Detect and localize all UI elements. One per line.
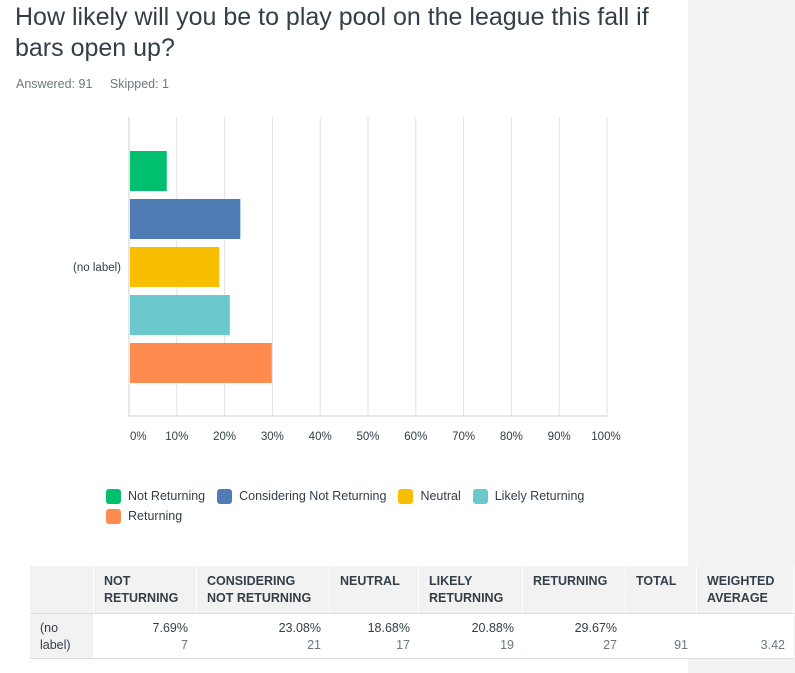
results-table: NOT RETURNING CONSIDERING NOT RETURNING NE… [30, 566, 794, 659]
table-header-row: NOT RETURNING CONSIDERING NOT RETURNING NE… [30, 566, 794, 613]
bar-neutral[interactable] [130, 247, 220, 287]
bar-not-returning[interactable] [130, 151, 167, 191]
x-tick-label: 30% [261, 431, 284, 443]
cell-returning: 29.67% 27 [523, 613, 626, 659]
header-blank [30, 566, 94, 613]
skipped-count: Skipped: 1 [109, 77, 169, 91]
legend-item[interactable]: Neutral [398, 488, 461, 504]
response-stats: Answered: 91 Skipped: 1 [16, 77, 183, 91]
legend-swatch [106, 508, 121, 524]
answered-count: Answered: 91 [16, 77, 93, 91]
row-label: (no label) [30, 613, 94, 659]
legend-label: Returning [128, 509, 183, 523]
header-not-returning: NOT RETURNING [94, 566, 197, 613]
cell-considering-not-returning: 23.08% 21 [197, 613, 330, 659]
x-tick-label: 70% [452, 431, 475, 443]
x-tick-label: 100% [591, 431, 620, 443]
x-tick-label: 0% [130, 431, 147, 443]
x-tick-label: 60% [404, 431, 427, 443]
legend-swatch [217, 488, 233, 504]
bar-considering-not-returning[interactable] [130, 199, 241, 239]
table-row: (no label) 7.69% 7 23.08% 21 18.68% 17 20.88… [30, 613, 794, 659]
cell-likely-returning: 20.88% 19 [419, 613, 523, 659]
legend-swatch [472, 488, 488, 504]
header-considering-not-returning: CONSIDERING NOT RETURNING [197, 566, 330, 613]
legend-swatch [106, 488, 121, 504]
header-neutral: NEUTRAL [330, 566, 419, 613]
legend-label: Not Returning [128, 489, 206, 503]
header-returning: RETURNING [523, 566, 626, 613]
cell-weighted-average: 3.42 [697, 613, 794, 659]
legend-label: Considering Not Returning [239, 489, 387, 503]
legend-item[interactable]: Considering Not Returning [217, 488, 386, 504]
chart-legend: Not Returning Considering Not Returning Ne… [106, 488, 626, 528]
category-label: (no label) [73, 262, 121, 274]
cell-neutral: 18.68% 17 [330, 613, 419, 659]
header-likely-returning: LIKELY RETURNING [419, 566, 523, 613]
legend-item[interactable]: Returning [106, 508, 182, 524]
x-tick-label: 90% [548, 431, 571, 443]
cell-total: 91 [626, 613, 697, 659]
legend-item[interactable]: Not Returning [106, 488, 205, 504]
question-title: How likely will you be to play pool on t… [15, 3, 649, 62]
header-weighted-average: WEIGHTED AVERAGE [697, 566, 794, 613]
bar-likely-returning[interactable] [130, 295, 230, 335]
legend-swatch [398, 488, 414, 504]
legend-label: Likely Returning [494, 489, 585, 503]
bar-chart: 0% 10% 20% 30% 40% 50% 60% 70% 80% 90% 100% (no lab… [73, 117, 621, 443]
legend-item[interactable]: Likely Returning [472, 488, 585, 504]
side-panel [688, 0, 795, 673]
cell-not-returning: 7.69% 7 [94, 613, 197, 659]
x-tick-label: 20% [213, 431, 236, 443]
x-tick-label: 80% [500, 431, 523, 443]
x-tick-label: 50% [356, 431, 379, 443]
legend-label: Neutral [420, 489, 461, 503]
header-total: TOTAL [626, 566, 697, 613]
bar-returning[interactable] [130, 343, 272, 383]
x-tick-label: 40% [309, 431, 332, 443]
x-tick-label: 10% [165, 431, 188, 443]
